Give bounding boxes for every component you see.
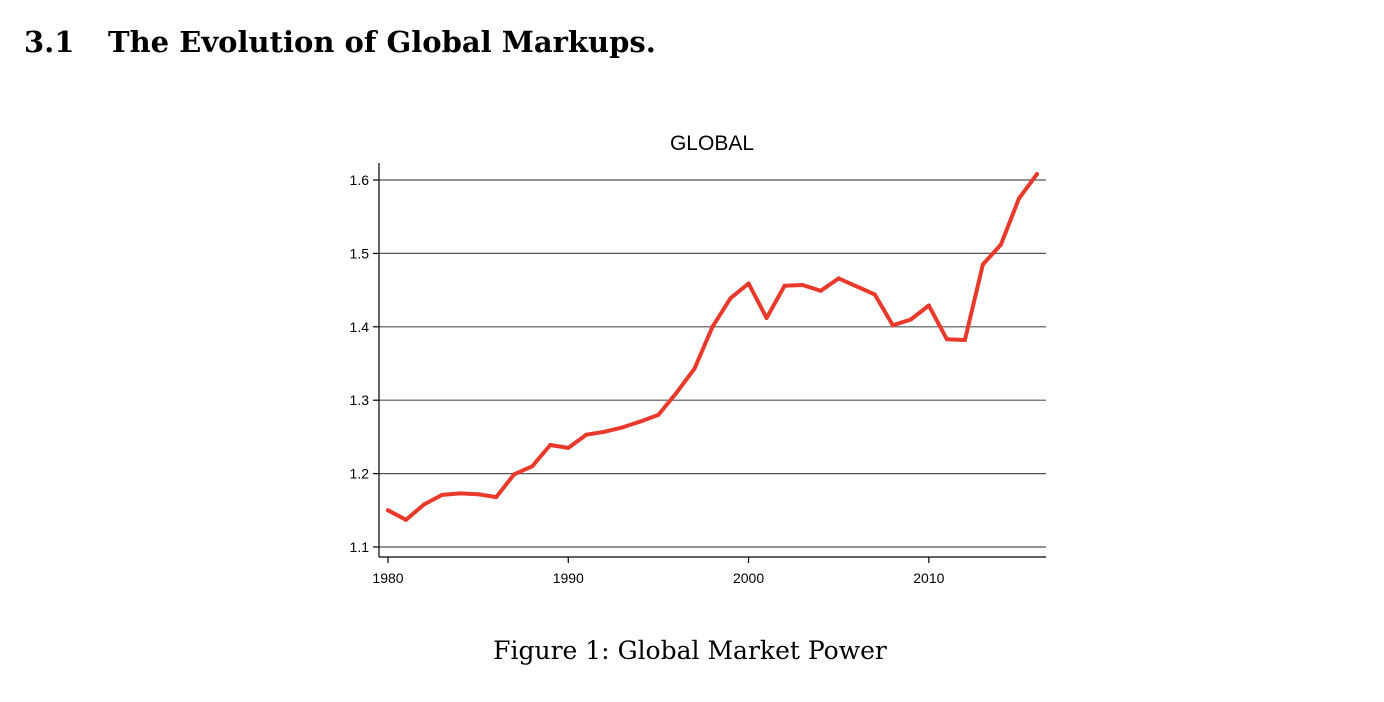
data-point-2006	[854, 284, 859, 289]
data-point-2008	[890, 323, 895, 328]
data-point-1983	[440, 492, 445, 497]
figure-caption: Figure 1: Global Market Power	[390, 634, 990, 668]
y-tick-label-0: 1.1	[350, 539, 370, 555]
data-point-1985	[476, 492, 481, 497]
data-point-2010	[926, 303, 931, 308]
data-point-2007	[872, 292, 877, 297]
data-point-1995	[656, 412, 661, 417]
x-tick-label-1: 1990	[553, 570, 584, 586]
section-number: 3.1	[24, 25, 75, 59]
data-point-1999	[728, 296, 733, 301]
section-title: The Evolution of Global Markups.	[108, 25, 656, 59]
data-point-1990	[566, 445, 571, 450]
data-point-1988	[530, 464, 535, 469]
figure-caption-text: Global Market Power	[617, 636, 887, 665]
data-point-1984	[458, 491, 463, 496]
data-point-1996	[674, 390, 679, 395]
data-point-2003	[800, 283, 805, 287]
data-point-2002	[782, 283, 787, 288]
data-point-1992	[602, 429, 607, 434]
data-point-1982	[422, 502, 427, 507]
data-point-1980	[386, 508, 390, 513]
data-point-2009	[908, 317, 913, 322]
figure-caption-label: Figure 1:	[493, 636, 610, 665]
data-point-2013	[980, 262, 985, 267]
data-point-1981	[404, 517, 408, 522]
y-tick-label-2: 1.3	[350, 392, 370, 408]
data-point-2004	[818, 288, 823, 293]
y-tick-label-4: 1.5	[350, 245, 370, 261]
x-tick-label-0: 1980	[372, 570, 403, 586]
data-point-1991	[584, 432, 589, 437]
data-point-1993	[620, 425, 625, 430]
y-tick-label-3: 1.4	[350, 319, 370, 335]
data-point-2016	[1035, 172, 1039, 177]
x-tick-label-2: 2000	[733, 570, 764, 586]
x-tick-label-3: 2010	[913, 570, 944, 586]
data-point-1986	[494, 495, 499, 500]
section-heading: 3.1 The Evolution of Global Markups.	[24, 24, 656, 60]
data-point-2014	[998, 242, 1003, 247]
data-point-2012	[962, 338, 967, 342]
data-point-2001	[764, 316, 769, 320]
data-point-2015	[1017, 196, 1021, 201]
data-point-1989	[548, 443, 553, 447]
series-line-global-markup	[386, 172, 1039, 522]
data-point-1987	[512, 472, 517, 477]
data-point-1998	[710, 324, 715, 329]
data-point-2011	[944, 337, 949, 342]
y-tick-label-5: 1.6	[350, 172, 370, 188]
data-point-2000	[746, 281, 751, 286]
y-tick-label-1: 1.2	[350, 466, 370, 482]
data-point-1994	[638, 419, 643, 424]
data-point-2005	[836, 276, 841, 281]
chart-title: GLOBAL	[669, 132, 755, 155]
data-point-1997	[692, 366, 697, 371]
